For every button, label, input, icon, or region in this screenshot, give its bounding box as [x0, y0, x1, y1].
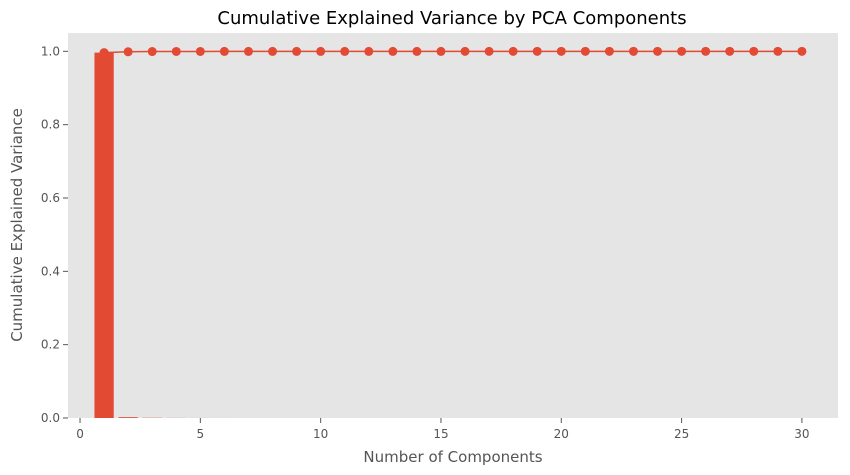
line-point-25	[677, 46, 687, 56]
x-tick-label-25: 25	[674, 427, 689, 441]
x-tick-label-5: 5	[197, 427, 205, 441]
line-point-15	[436, 46, 446, 56]
line-point-11	[340, 46, 350, 56]
chart-header: Cumulative Explained Variance by PCA Com…	[217, 8, 686, 29]
x-tick-label-20: 20	[554, 427, 569, 441]
line-point-14	[412, 46, 422, 56]
y-tick-label-0.6: 0.6	[41, 191, 60, 205]
line-point-10	[316, 46, 326, 56]
chart-title: Cumulative Explained Variance by PCA Com…	[217, 8, 686, 29]
line-point-30	[797, 46, 807, 56]
line-point-18	[508, 46, 518, 56]
line-point-6	[219, 46, 229, 56]
bar-2	[118, 417, 138, 418]
line-point-20	[556, 46, 566, 56]
y-tick-label-1: 1.0	[41, 44, 60, 58]
line-point-19	[532, 46, 542, 56]
line-point-4	[171, 46, 181, 56]
line-point-2	[123, 47, 133, 57]
y-tick-label-0.8: 0.8	[41, 118, 60, 132]
line-point-27	[725, 46, 735, 56]
x-tick-label-15: 15	[433, 427, 448, 441]
bar-1	[94, 52, 114, 418]
line-point-17	[484, 46, 494, 56]
line-point-3	[147, 47, 157, 57]
bar-series	[94, 52, 331, 418]
y-tick-label-0.2: 0.2	[41, 338, 60, 352]
y-tick-label-0.4: 0.4	[41, 264, 60, 278]
line-point-13	[388, 46, 398, 56]
y-tick-label-0: 0.0	[41, 411, 60, 425]
line-point-21	[580, 46, 590, 56]
line-point-23	[628, 46, 638, 56]
line-point-9	[292, 46, 302, 56]
x-axis-label: Number of Components	[363, 448, 542, 466]
line-point-5	[195, 46, 205, 56]
y-axis: 0.0 0.2 0.4 0.6 0.8 1.0	[41, 44, 68, 425]
line-point-1	[99, 48, 109, 58]
line-point-24	[653, 46, 663, 56]
x-tick-label-30: 30	[794, 427, 809, 441]
line-point-29	[773, 46, 783, 56]
point-series	[99, 46, 807, 58]
line-point-12	[364, 46, 374, 56]
line-point-26	[701, 46, 711, 56]
x-axis: 0 5 10 15 20 25 30	[76, 418, 810, 441]
plot-area	[68, 33, 838, 418]
line-point-22	[604, 46, 614, 56]
x-tick-label-0: 0	[76, 427, 84, 441]
line-point-8	[268, 46, 278, 56]
line-point-7	[243, 46, 253, 56]
x-tick-label-10: 10	[313, 427, 328, 441]
line-point-28	[749, 46, 759, 56]
line-point-16	[460, 46, 470, 56]
y-axis-label: Cumulative Explained Variance	[8, 108, 26, 342]
